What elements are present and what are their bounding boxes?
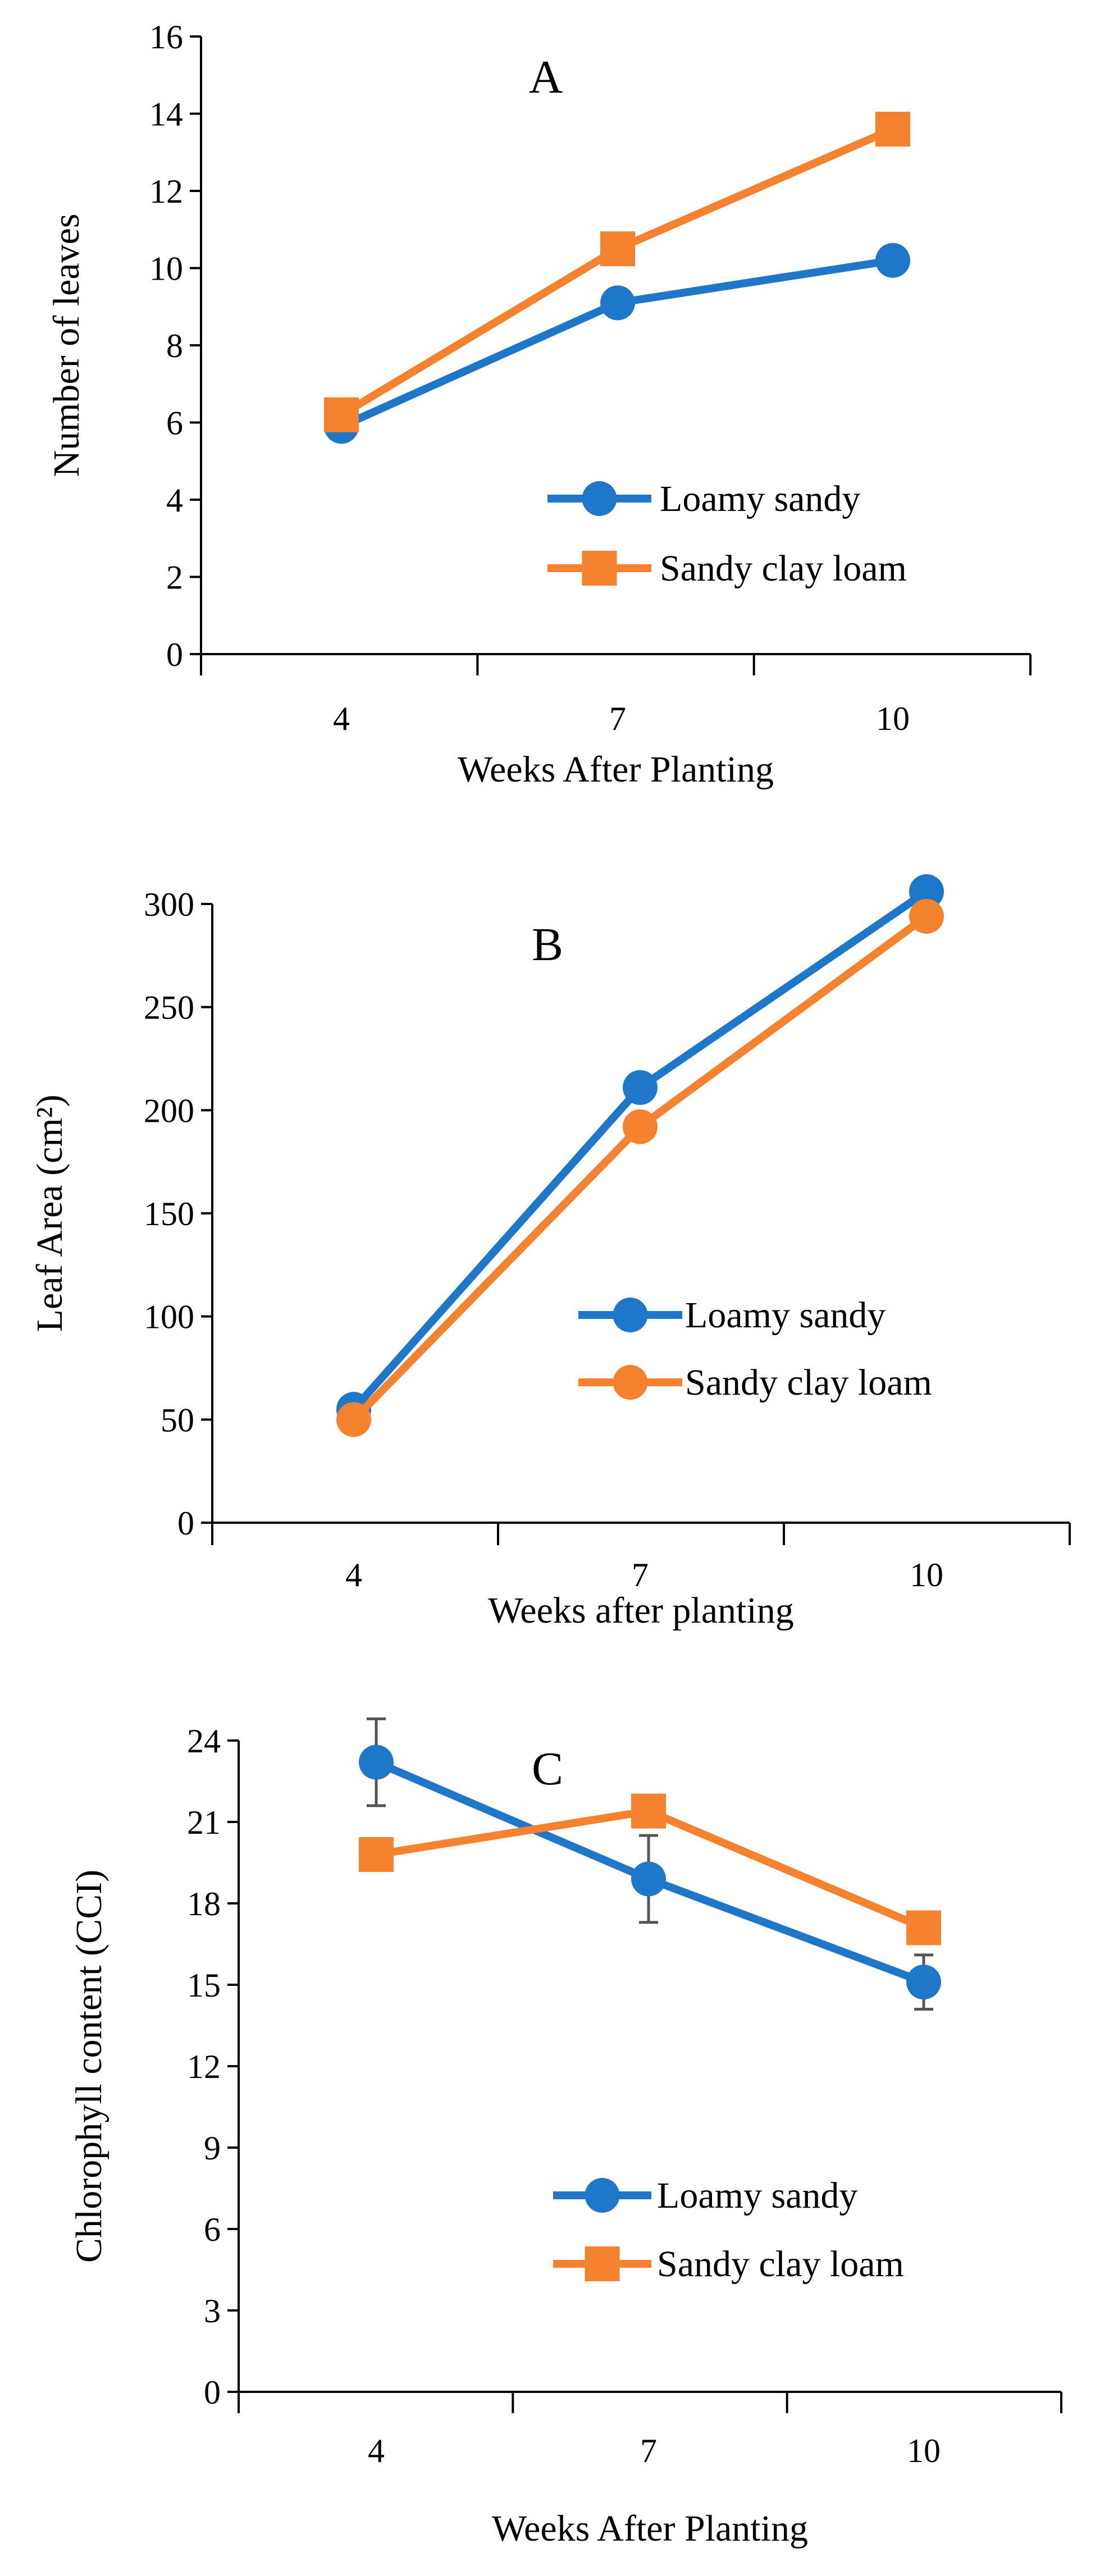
data-point-circle <box>359 1744 394 1780</box>
legend-marker-square <box>582 551 617 586</box>
panel-c-chart: 0 3 6 9 12 15 18 21 24 4 7 10 Weeks After Planting Ch… <box>69 1717 1062 2549</box>
data-point-circle <box>875 243 910 278</box>
panel-b-chart: 0 50 100 150 200 250 300 4 7 10 Weeks after planti… <box>29 874 1071 1631</box>
y-tick-label: 100 <box>144 1299 194 1336</box>
data-point-square <box>875 112 910 147</box>
legend-label: Sandy clay loam <box>660 548 907 589</box>
series-line <box>350 913 929 1423</box>
data-point-circle <box>336 1402 371 1437</box>
y-tick-label: 50 <box>161 1401 194 1438</box>
y-tick-label: 2 <box>166 559 183 596</box>
x-tick-label: 4 <box>368 2432 385 2469</box>
y-axis-title: Leaf Area (cm²) <box>29 1095 70 1332</box>
y-tick-label: 21 <box>187 1804 221 1841</box>
y-tick-label: 250 <box>144 989 194 1026</box>
y-tick-label: 14 <box>149 96 183 133</box>
legend-label: Loamy sandy <box>685 1295 886 1336</box>
y-tick-label: 8 <box>166 327 183 364</box>
legend-label: Loamy sandy <box>657 2175 857 2216</box>
legend-label: Loamy sandy <box>660 478 860 519</box>
panel-label: A <box>529 51 563 103</box>
x-tick-label: 7 <box>609 700 626 737</box>
x-tick-label: 7 <box>632 1556 649 1593</box>
data-point-circle <box>631 1861 666 1897</box>
x-axis-title: Weeks After Planting <box>492 2508 808 2549</box>
data-point-circle <box>909 874 944 909</box>
data-point-square <box>906 1910 941 1945</box>
y-tick-label: 10 <box>149 250 183 287</box>
y-tick-label: 15 <box>187 1967 221 2004</box>
y-tick-label: 12 <box>149 173 183 210</box>
x-axis-title: Weeks After Planting <box>458 749 774 790</box>
y-tick-label: 24 <box>187 1723 221 1760</box>
legend-marker-square <box>585 2246 620 2281</box>
y-tick-label: 4 <box>166 482 183 519</box>
legend-marker-circle <box>585 2178 620 2213</box>
y-axis-title: Number of leaves <box>46 213 87 477</box>
data-point-square <box>600 231 635 267</box>
data-point-square <box>359 1837 394 1872</box>
legend-marker-circle <box>613 1365 648 1400</box>
y-tick-label: 150 <box>144 1195 194 1232</box>
data-point-circle <box>906 1965 941 2000</box>
y-tick-label: 200 <box>144 1092 194 1129</box>
legend-label: Sandy clay loam <box>657 2244 904 2285</box>
x-tick-label: 10 <box>910 1556 943 1593</box>
x-tick-label: 10 <box>876 700 910 737</box>
series-line <box>340 256 894 430</box>
y-tick-label: 0 <box>166 636 183 673</box>
panel-a-chart: 0 2 4 6 8 10 12 14 16 4 7 10 Weeks After Planting Num… <box>46 19 1032 790</box>
x-tick-label: 7 <box>640 2432 657 2469</box>
y-tick-label: 300 <box>144 886 194 923</box>
data-point-circle <box>623 1070 658 1105</box>
x-axis-title: Weeks after planting <box>488 1590 793 1631</box>
legend-label: Sandy clay loam <box>685 1362 932 1403</box>
legend-marker-circle <box>582 481 617 516</box>
y-axis-title: Chlorophyll content (CCI) <box>69 1870 109 2263</box>
data-point-square <box>324 397 359 432</box>
y-tick-label: 6 <box>204 2211 221 2248</box>
data-point-circle <box>909 899 944 934</box>
y-tick-label: 3 <box>204 2292 221 2330</box>
data-point-circle <box>623 1109 658 1144</box>
legend-marker-circle <box>613 1298 648 1332</box>
y-tick-label: 9 <box>204 2130 221 2167</box>
x-tick-label: 4 <box>333 700 350 737</box>
data-point-circle <box>600 285 635 321</box>
y-tick-label: 6 <box>166 405 183 442</box>
x-tick-label: 10 <box>907 2432 941 2469</box>
x-tick-label: 4 <box>345 1556 362 1593</box>
y-tick-label: 0 <box>177 1505 194 1542</box>
y-tick-label: 16 <box>149 19 183 56</box>
panel-label: C <box>532 1743 563 1795</box>
data-point-square <box>631 1793 666 1829</box>
y-tick-label: 0 <box>204 2374 221 2411</box>
panel-label: B <box>532 919 563 971</box>
y-tick-label: 18 <box>187 1885 221 1922</box>
y-tick-label: 12 <box>187 2048 221 2085</box>
